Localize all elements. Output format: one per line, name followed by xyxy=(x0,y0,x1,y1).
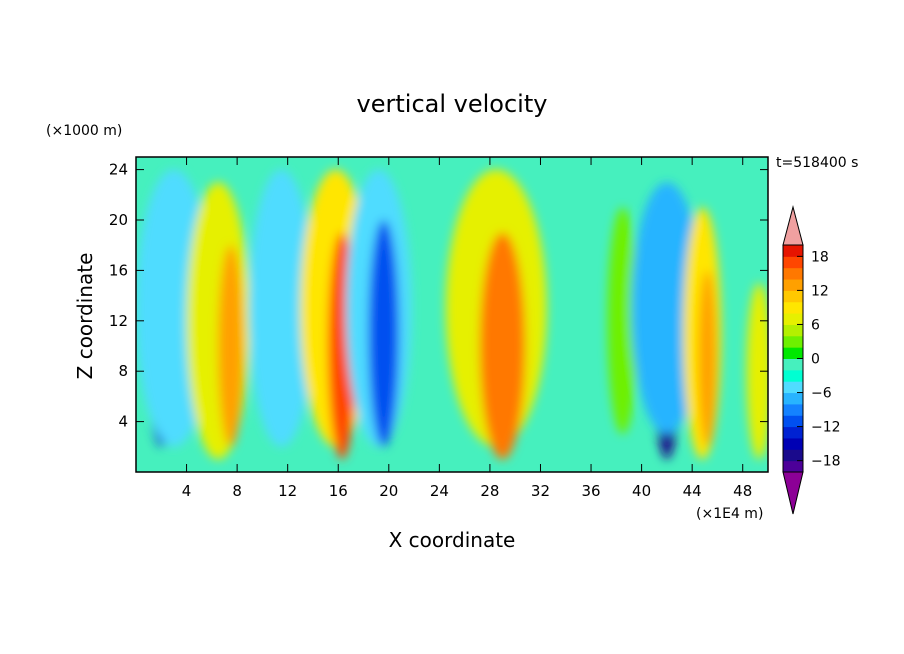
colorbar-bin xyxy=(783,358,803,371)
colorbar-bin xyxy=(783,449,803,462)
x-tick-label: 28 xyxy=(480,482,499,500)
x-tick-label: 40 xyxy=(632,482,651,500)
colorbar-bin xyxy=(783,381,803,394)
colorbar-bin xyxy=(783,313,803,325)
colorbar-tick-label: 6 xyxy=(811,317,820,333)
colorbar-bin xyxy=(783,437,803,450)
time-label: t=518400 s xyxy=(776,155,858,171)
y-tick-label: 20 xyxy=(109,211,128,229)
colorbar-bin xyxy=(783,245,803,257)
colorbar-bin xyxy=(783,392,803,405)
y-tick-label: 4 xyxy=(118,413,128,431)
velocity-cell xyxy=(218,245,244,447)
x-tick-label: 4 xyxy=(182,482,192,500)
colorbar-bin xyxy=(783,426,803,439)
x-tick-label: 24 xyxy=(430,482,449,500)
colorbar-tick-label: −12 xyxy=(811,420,841,436)
x-tick-label: 44 xyxy=(683,482,702,500)
velocity-cell xyxy=(248,169,315,447)
y-axis-label: Z coordinate xyxy=(73,253,97,380)
x-axis-label: X coordinate xyxy=(389,528,516,552)
x-axis-unit: (×1E4 m) xyxy=(696,506,763,522)
y-axis-ticks: 4 8 12 16 20 24 xyxy=(109,161,768,431)
plot-area xyxy=(135,156,769,473)
x-tick-label: 16 xyxy=(329,482,348,500)
colorbar-tick-label: −18 xyxy=(811,454,841,470)
y-axis-unit: (×1000 m) xyxy=(46,123,122,139)
colorbar-bin xyxy=(783,415,803,428)
velocity-cell xyxy=(607,207,638,435)
colorbar-bin xyxy=(783,347,803,359)
x-tick-label: 20 xyxy=(379,482,398,500)
velocity-cell xyxy=(746,283,768,460)
colorbar-bin xyxy=(783,324,803,337)
x-tick-label: 36 xyxy=(581,482,600,500)
x-axis-ticks: 4 8 12 16 20 24 28 32 36 40 44 48 xyxy=(182,157,752,500)
colorbar-bin xyxy=(783,301,803,314)
x-tick-label: 32 xyxy=(531,482,550,500)
colorbar-bin xyxy=(783,279,803,291)
y-tick-label: 16 xyxy=(109,261,128,279)
velocity-cell xyxy=(368,220,399,447)
velocity-cell xyxy=(479,232,526,460)
colorbar-bin xyxy=(783,256,803,269)
colorbar: 18 12 6 0 −6 −12 −18 xyxy=(782,205,841,515)
colorbar-tick-label: −6 xyxy=(811,386,832,402)
colorbar-bin xyxy=(783,335,803,348)
colorbar-bin xyxy=(783,369,803,382)
x-tick-label: 12 xyxy=(278,482,297,500)
velocity-cell xyxy=(698,270,717,447)
chart-title: vertical velocity xyxy=(357,90,548,118)
colorbar-bin xyxy=(783,403,803,416)
colorbar-bin xyxy=(783,267,803,280)
x-tick-label: 8 xyxy=(232,482,242,500)
colorbar-bin xyxy=(783,460,803,473)
y-tick-label: 12 xyxy=(109,312,128,330)
colorbar-tick-label: 0 xyxy=(811,352,820,368)
x-tick-label: 48 xyxy=(733,482,752,500)
y-tick-label: 24 xyxy=(109,161,128,179)
colorbar-over-arrow xyxy=(782,205,804,246)
colorbar-tick-label: 18 xyxy=(811,249,829,265)
colorbar-tick-label: 12 xyxy=(811,283,829,299)
colorbar-bin xyxy=(783,290,803,303)
plot-frame xyxy=(135,156,769,473)
y-tick-label: 8 xyxy=(118,362,128,380)
velocity-field xyxy=(136,169,768,460)
colorbar-under-arrow xyxy=(782,471,804,515)
